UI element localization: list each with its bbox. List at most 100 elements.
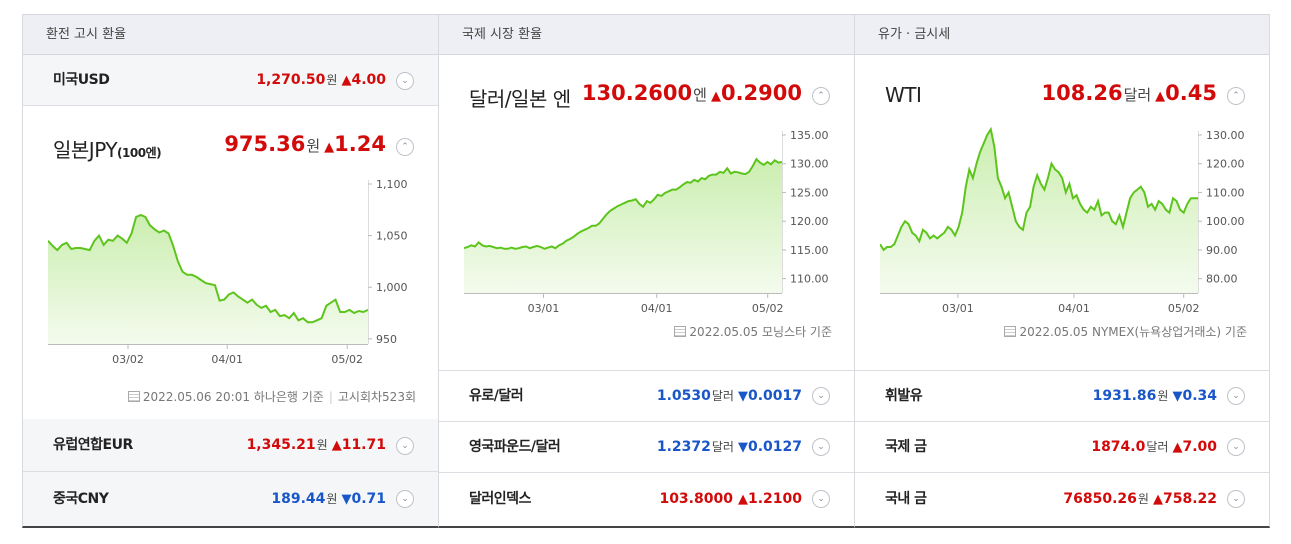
chevron-up-icon[interactable]: ⌃ (1227, 87, 1245, 105)
chart-series-line (464, 157, 783, 250)
x-tick-label: 03/01 (528, 302, 560, 315)
cny-change: 0.71 (351, 491, 386, 507)
dom-gold-name: 국내 금 (885, 491, 927, 507)
x-tick-label: 03/02 (112, 353, 144, 366)
intl-gold-value: 1874.0 (1091, 439, 1146, 455)
gasoline-value-group: 1931.86원 ▼0.34 (1093, 371, 1217, 422)
down-arrow-icon: ▼ (341, 492, 352, 507)
dxy-value-group: 103.8000 ▲1.2100 (659, 473, 802, 526)
usdjpy-name: 달러/일본 엔 (469, 87, 571, 111)
chevron-down-icon[interactable]: ⌄ (812, 387, 830, 405)
up-arrow-icon: ▲ (341, 73, 352, 88)
wti-source: 2022.05.05 NYMEX(뉴욕상업거래소) 기준 (1004, 323, 1247, 340)
cny-value: 189.44 (271, 491, 326, 507)
eurusd-row[interactable]: 유로/달러 1.0530달러 ▼0.0017 ⌄ (439, 371, 854, 422)
y-tick-label: 110.00 (1206, 186, 1245, 199)
eurusd-name: 유로/달러 (469, 388, 524, 404)
x-tick-label: 05/02 (1168, 302, 1200, 315)
chevron-down-icon[interactable]: ⌄ (396, 437, 414, 455)
cny-name: 중국CNY (53, 491, 109, 507)
up-arrow-icon: ▲ (737, 492, 748, 507)
gasoline-name: 휘발유 (885, 388, 923, 404)
chevron-down-icon[interactable]: ⌄ (812, 490, 830, 508)
down-arrow-icon: ▼ (737, 389, 748, 404)
jpy-name: 일본JPY (53, 138, 118, 162)
up-arrow-icon: ▲ (1152, 492, 1163, 507)
y-tick-label: 90.00 (1206, 244, 1238, 257)
document-icon (1004, 326, 1017, 337)
eur-value-group: 1,345.21원 ▲11.71 (247, 419, 386, 472)
y-tick-label: 80.00 (1206, 273, 1238, 286)
jpy-name-group: 일본JPY(100엔) (53, 134, 162, 163)
down-arrow-icon: ▼ (737, 440, 748, 455)
chevron-down-icon[interactable]: ⌄ (812, 438, 830, 456)
usd-unit: 원 (326, 73, 338, 87)
y-tick-label: 115.00 (790, 244, 829, 257)
cny-row[interactable]: 중국CNY 189.44원 ▼0.71 ⌄ (23, 472, 438, 526)
usdjpy-value: 130.2600 (581, 81, 693, 105)
dom-gold-value: 76850.26 (1063, 491, 1137, 507)
chart-series-line (880, 127, 1198, 252)
gasoline-unit: 원 (1157, 389, 1169, 403)
chevron-up-icon[interactable]: ⌃ (812, 87, 830, 105)
y-tick-label: 1,000 (376, 281, 408, 294)
eurusd-value: 1.0530 (656, 388, 711, 404)
gbpusd-name: 영국파운드/달러 (469, 439, 561, 455)
chevron-down-icon[interactable]: ⌄ (396, 72, 414, 90)
eur-unit: 원 (316, 438, 328, 452)
eur-value: 1,345.21 (246, 437, 316, 453)
market-rate-header: 국제 시장 환율 (439, 14, 854, 55)
chart-area-fill (880, 129, 1198, 293)
gasoline-row[interactable]: 휘발유 1931.86원 ▼0.34 ⌄ (855, 371, 1269, 422)
document-icon (674, 326, 687, 337)
up-arrow-icon: ▲ (710, 89, 721, 104)
jpy-detail: 일본JPY(100엔) 975.36원 ▲1.24 ⌃ 1,100 1,050 1,0… (23, 106, 438, 419)
document-icon (127, 391, 140, 402)
x-tick-label: 05/02 (331, 353, 363, 366)
gbpusd-value: 1.2372 (656, 439, 711, 455)
y-tick-label: 120.00 (1206, 158, 1245, 171)
eur-name: 유럽연합EUR (53, 437, 133, 453)
dxy-change: 1.2100 (747, 491, 802, 507)
jpy-source-date: 2022.05.06 20:01 하나은행 기준 (142, 390, 324, 404)
y-tick-label: 1,050 (376, 230, 408, 243)
down-arrow-icon: ▼ (1172, 389, 1183, 404)
gasoline-value: 1931.86 (1092, 388, 1157, 404)
chevron-down-icon[interactable]: ⌄ (1227, 438, 1245, 456)
x-tick-label: 04/01 (641, 302, 673, 315)
chevron-down-icon[interactable]: ⌄ (396, 490, 414, 508)
wti-unit: 달러 (1123, 86, 1152, 104)
usdjpy-chart: 135.00 130.00 125.00 120.00 115.00 110.00 03/0… (464, 129, 829, 315)
wti-value: 108.26 (1041, 81, 1123, 105)
chevron-down-icon[interactable]: ⌄ (1227, 490, 1245, 508)
gbpusd-row[interactable]: 영국파운드/달러 1.2372달러 ▼0.0127 ⌄ (439, 422, 854, 473)
y-tick-label: 110.00 (790, 273, 829, 286)
eur-row[interactable]: 유럽연합EUR 1,345.21원 ▲11.71 ⌄ (23, 419, 438, 472)
chevron-up-icon[interactable]: ⌃ (396, 138, 414, 156)
jpy-chart: 1,100 1,050 1,000 950 03/02 04/01 05/02 (48, 178, 408, 366)
eurusd-change: 0.0017 (747, 388, 802, 404)
x-tick-label: 04/01 (1058, 302, 1090, 315)
dom-gold-row[interactable]: 국내 금 76850.26원 ▲758.22 ⌄ (855, 473, 1269, 526)
wti-name: WTI (885, 83, 922, 107)
dom-gold-unit: 원 (1137, 492, 1149, 506)
usdjpy-unit: 엔 (693, 86, 707, 104)
y-tick-label: 135.00 (790, 129, 829, 142)
chevron-down-icon[interactable]: ⌄ (1227, 387, 1245, 405)
cny-unit: 원 (326, 492, 338, 506)
usdjpy-value-group: 130.2600엔 ▲0.2900 (582, 81, 802, 105)
dxy-row[interactable]: 달러인덱스 103.8000 ▲1.2100 ⌄ (439, 473, 854, 526)
intl-gold-row[interactable]: 국제 금 1874.0달러 ▲7.00 ⌄ (855, 422, 1269, 473)
usd-value: 1,270.50 (256, 72, 326, 88)
y-tick-label: 100.00 (1206, 215, 1245, 228)
eurusd-value-group: 1.0530달러 ▼0.0017 (657, 371, 802, 422)
jpy-unit: 원 (306, 137, 321, 155)
oil-gold-header: 유가 · 금시세 (855, 14, 1269, 55)
usdjpy-source-text: 2022.05.05 모닝스타 기준 (689, 325, 832, 339)
usd-change: 4.00 (351, 72, 386, 88)
x-tick-label: 05/02 (752, 302, 784, 315)
gbpusd-value-group: 1.2372달러 ▼0.0127 (657, 422, 802, 473)
wti-change: 0.45 (1165, 81, 1217, 105)
usd-row[interactable]: 미국USD 1,270.50원 ▲4.00 ⌄ (23, 55, 438, 106)
wti-chart: 130.00 120.00 110.00 100.00 90.00 80.00 03/01 0… (880, 127, 1245, 315)
